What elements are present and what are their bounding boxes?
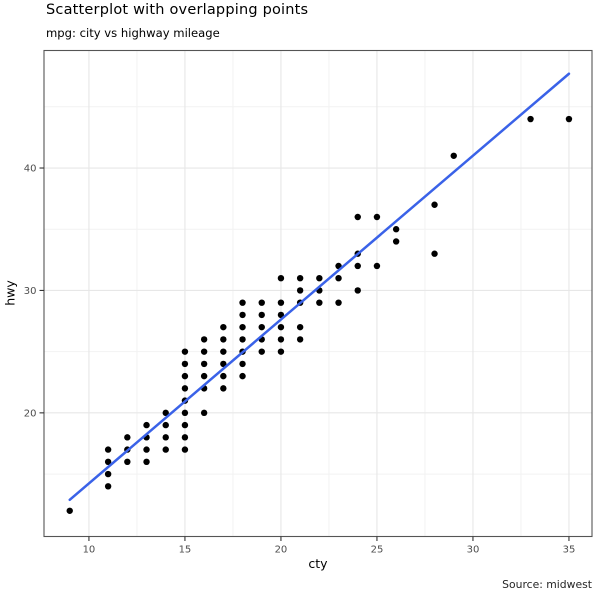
data-point	[296, 274, 304, 282]
data-point	[181, 434, 189, 441]
data-point	[277, 336, 285, 343]
chart-subtitle: mpg: city vs highway mileage	[46, 26, 220, 40]
x-tick-label: 20	[275, 545, 288, 556]
data-point	[354, 287, 361, 294]
x-tick-label: 25	[371, 545, 384, 556]
data-point	[258, 311, 265, 319]
data-point	[220, 372, 227, 380]
data-point	[335, 274, 342, 282]
data-point	[104, 470, 112, 478]
data-point	[239, 323, 246, 331]
data-point	[162, 434, 169, 441]
data-point	[431, 250, 438, 257]
data-point	[277, 274, 285, 282]
data-point	[220, 385, 227, 392]
data-point	[239, 311, 246, 319]
data-point	[181, 360, 189, 368]
x-tick-label: 15	[179, 545, 192, 556]
data-point	[181, 446, 189, 453]
x-tick-label: 30	[467, 545, 480, 556]
data-point	[277, 323, 285, 331]
data-point	[354, 262, 361, 270]
data-point	[239, 372, 246, 380]
data-point	[162, 409, 169, 417]
data-point	[181, 421, 189, 429]
data-point	[450, 152, 457, 159]
data-point	[200, 409, 208, 417]
y-tick-label: 20	[24, 408, 37, 419]
data-point	[124, 434, 131, 441]
data-point	[392, 226, 400, 233]
data-point	[104, 458, 112, 466]
data-point	[258, 348, 265, 355]
data-point	[181, 409, 189, 417]
data-point	[181, 348, 189, 355]
data-point	[220, 336, 227, 343]
data-point	[200, 336, 208, 343]
x-tick-label: 10	[83, 545, 96, 556]
chart-title: Scatterplot with overlapping points	[46, 2, 309, 18]
data-point	[296, 336, 304, 343]
data-point	[239, 336, 246, 343]
y-tick-label: 40	[24, 164, 37, 175]
data-point	[200, 372, 208, 380]
panel-border	[43, 49, 593, 538]
source-caption: Source: midwest	[502, 578, 592, 591]
data-point	[296, 323, 304, 331]
data-point	[373, 262, 381, 270]
data-point	[316, 274, 323, 282]
data-point	[527, 115, 534, 123]
data-point	[162, 421, 169, 429]
data-point	[124, 458, 131, 466]
data-point	[143, 446, 150, 453]
trend-line	[68, 72, 571, 502]
data-point	[220, 323, 227, 331]
data-point	[354, 213, 361, 221]
data-point	[181, 385, 189, 392]
data-point	[335, 299, 342, 306]
data-point	[220, 348, 227, 355]
data-point	[239, 299, 246, 306]
y-axis-title: hwy	[2, 280, 18, 306]
data-point	[143, 458, 150, 466]
x-tick-label: 35	[563, 545, 576, 556]
data-point	[258, 299, 265, 306]
data-point	[296, 287, 304, 294]
data-point	[181, 372, 189, 380]
data-point	[258, 323, 265, 331]
data-point	[104, 483, 112, 490]
data-point	[66, 507, 73, 514]
data-point	[162, 446, 169, 453]
data-point	[373, 213, 381, 221]
x-axis-title: cty	[308, 556, 328, 571]
y-tick-label: 30	[24, 286, 37, 297]
data-point	[431, 201, 438, 208]
data-point	[220, 360, 227, 368]
data-point	[104, 446, 112, 453]
data-point	[277, 299, 285, 306]
data-point	[316, 299, 323, 306]
data-point	[277, 348, 285, 355]
data-point	[239, 360, 246, 368]
data-point	[392, 238, 400, 245]
data-point	[200, 348, 208, 355]
data-point	[143, 421, 150, 429]
data-point	[565, 115, 573, 123]
data-point	[277, 311, 285, 319]
data-point	[200, 360, 208, 368]
